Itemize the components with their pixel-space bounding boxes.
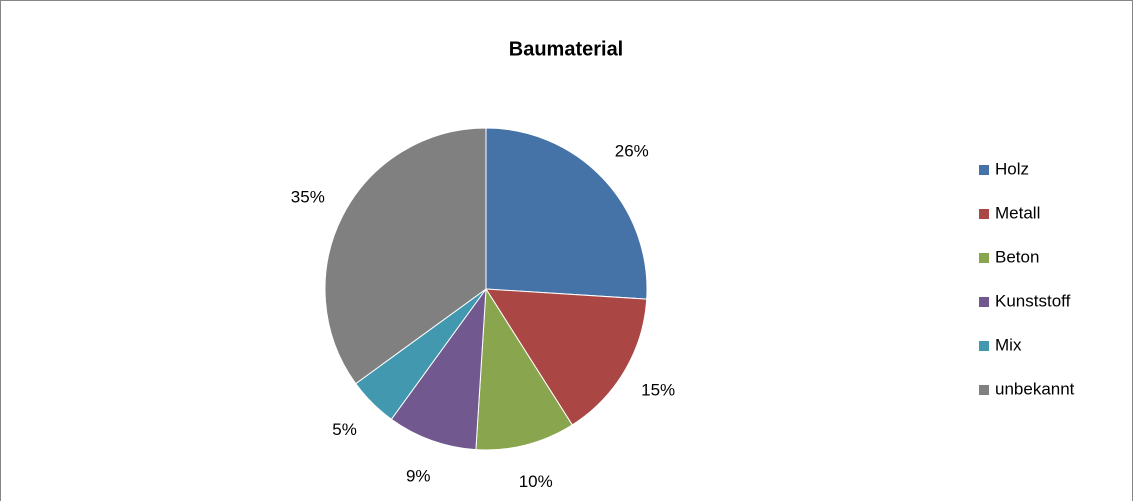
pie-slice bbox=[485, 127, 648, 300]
legend-label: Mix bbox=[995, 335, 1022, 354]
legend-swatch bbox=[979, 385, 989, 395]
data-label: 9% bbox=[406, 467, 431, 486]
legend-swatch bbox=[979, 253, 989, 263]
legend-swatch bbox=[979, 165, 989, 175]
legend-label: Beton bbox=[995, 247, 1039, 266]
legend-swatch bbox=[979, 297, 989, 307]
legend-label: Kunststoff bbox=[995, 291, 1071, 310]
pie-slice bbox=[475, 287, 573, 451]
chart-title: Baumaterial bbox=[509, 38, 624, 60]
legend-label: Metall bbox=[995, 203, 1040, 222]
data-label: 10% bbox=[519, 472, 553, 491]
pie-slice bbox=[390, 287, 487, 451]
legend-label: unbekannt bbox=[995, 379, 1075, 398]
legend-swatch bbox=[979, 209, 989, 219]
data-label: 5% bbox=[332, 420, 357, 439]
legend-swatch bbox=[979, 341, 989, 351]
pie-slice bbox=[324, 127, 487, 385]
pie-slice bbox=[485, 288, 648, 426]
data-label: 26% bbox=[615, 142, 649, 161]
data-label: 35% bbox=[291, 188, 325, 207]
legend-label: Holz bbox=[995, 159, 1029, 178]
data-label: 15% bbox=[641, 380, 675, 399]
